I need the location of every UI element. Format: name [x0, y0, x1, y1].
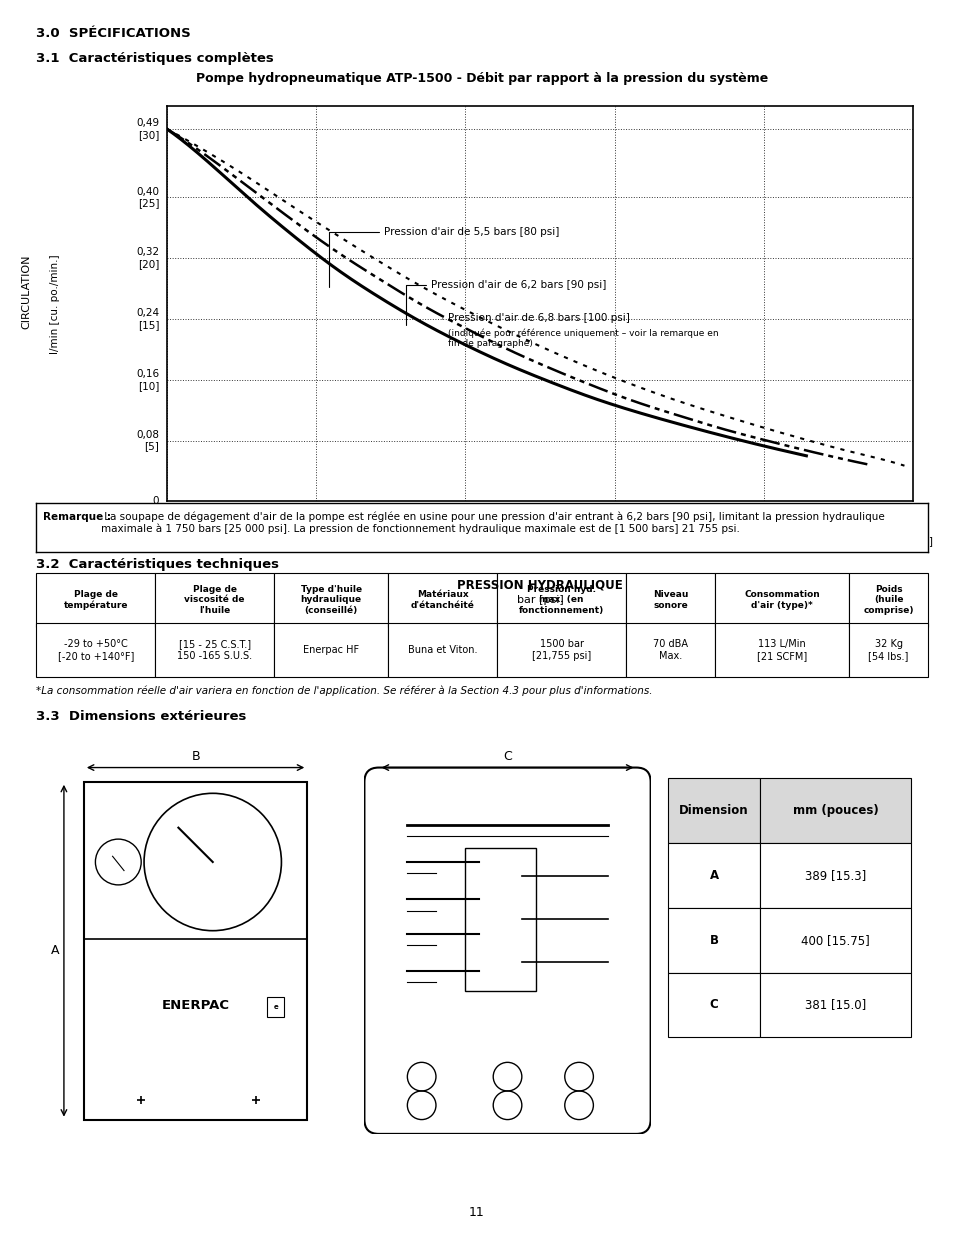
Text: Niveau
sonore: Niveau sonore	[652, 590, 687, 610]
Text: Remarque :: Remarque :	[43, 511, 112, 521]
Text: Plage de
température: Plage de température	[64, 590, 128, 610]
Text: *La consommation réelle d'air variera en fonction de l'application. Se référer à: *La consommation réelle d'air variera en…	[36, 685, 652, 697]
Bar	[667, 908, 760, 973]
Text: bar [psi]: bar [psi]	[516, 595, 563, 605]
Text: 1750: 1750	[899, 522, 925, 532]
Text: Plage de
viscosité de
l'huile: Plage de viscosité de l'huile	[184, 585, 245, 615]
Text: 3.3  Dimensions extérieures: 3.3 Dimensions extérieures	[36, 710, 247, 724]
Text: 389 [15.3]: 389 [15.3]	[804, 868, 865, 882]
Bar	[625, 573, 715, 627]
FancyBboxPatch shape	[364, 768, 650, 1134]
Bar	[760, 973, 910, 1037]
Text: Dimension: Dimension	[679, 804, 748, 818]
Text: l/min [cu. po./min.]: l/min [cu. po./min.]	[51, 254, 60, 353]
Text: [25000]: [25000]	[892, 536, 932, 546]
Text: Pression hyd.
max. (en
fonctionnement): Pression hyd. max. (en fonctionnement)	[518, 585, 603, 615]
Bar	[497, 622, 625, 677]
Text: 0,40
[25]: 0,40 [25]	[136, 186, 159, 209]
Text: PRESSION HYDRAULIQUE: PRESSION HYDRAULIQUE	[456, 579, 622, 592]
Text: 1050: 1050	[600, 522, 627, 532]
Bar	[274, 573, 388, 627]
Text: 3.1  Caractéristiques complètes: 3.1 Caractéristiques complètes	[36, 52, 274, 65]
Text: [15000]: [15000]	[594, 536, 635, 546]
Bar	[625, 622, 715, 677]
Text: 70 dBA
Max.: 70 dBA Max.	[653, 638, 687, 661]
Bar	[388, 573, 497, 627]
Text: Enerpac HF: Enerpac HF	[303, 645, 358, 655]
Text: 350: 350	[306, 522, 326, 532]
Text: Consommation
d'air (type)*: Consommation d'air (type)*	[743, 590, 819, 610]
Text: B: B	[191, 751, 200, 763]
Bar	[667, 973, 760, 1037]
Text: 32 Kg
[54 lbs.]: 32 Kg [54 lbs.]	[867, 638, 908, 661]
Text: Poids
(huile
comprise): Poids (huile comprise)	[862, 585, 913, 615]
Bar	[36, 573, 155, 627]
Text: Pression d'air de 6,2 bars [90 psi]: Pression d'air de 6,2 bars [90 psi]	[405, 280, 606, 325]
Bar	[274, 622, 388, 677]
Text: 1500 bar
[21,755 psi]: 1500 bar [21,755 psi]	[532, 638, 591, 661]
Bar	[760, 844, 910, 908]
Text: 0,32
[20]: 0,32 [20]	[136, 247, 159, 269]
Text: [15 - 25 C.S.T.]
150 -165 S.U.S.: [15 - 25 C.S.T.] 150 -165 S.U.S.	[177, 638, 252, 661]
Text: mm (pouces): mm (pouces)	[792, 804, 878, 818]
Text: La soupape de dégagement d'air de la pompe est réglée en usine pour une pression: La soupape de dégagement d'air de la pom…	[101, 511, 884, 535]
Bar	[760, 908, 910, 973]
Text: A: A	[709, 868, 718, 882]
Text: C: C	[709, 998, 718, 1011]
Text: 700: 700	[456, 522, 475, 532]
Text: CIRCULATION: CIRCULATION	[22, 254, 31, 329]
Text: 0,08
[5]: 0,08 [5]	[136, 430, 159, 452]
Text: Pression d'air de 5,5 bars [80 psi]: Pression d'air de 5,5 bars [80 psi]	[329, 226, 559, 288]
Bar	[497, 573, 625, 627]
Text: ENERPAC: ENERPAC	[161, 999, 230, 1011]
Text: e: e	[274, 1004, 277, 1009]
Text: 3.0  SPÉCIFICATIONS: 3.0 SPÉCIFICATIONS	[36, 27, 191, 41]
Text: A: A	[51, 945, 59, 957]
Bar	[715, 622, 848, 677]
Text: Pompe hydropneumatique ATP-1500 - Débit par rapport à la pression du système: Pompe hydropneumatique ATP-1500 - Débit …	[196, 72, 767, 85]
Bar	[84, 782, 307, 1120]
Bar	[667, 844, 760, 908]
Bar	[36, 622, 155, 677]
Bar	[388, 622, 497, 677]
Text: [5000]: [5000]	[298, 536, 333, 546]
Text: (indiquée pour référence uniquement – voir la remarque en
fin de paragraphe): (indiquée pour référence uniquement – vo…	[448, 329, 719, 348]
Text: 1400: 1400	[750, 522, 776, 532]
Text: 0: 0	[164, 522, 170, 532]
Text: B: B	[709, 934, 718, 947]
Text: Type d'huile
hydraulique
(conseillé): Type d'huile hydraulique (conseillé)	[300, 585, 361, 615]
Text: [10000]: [10000]	[444, 536, 485, 546]
Text: Pression d'air de 6,8 bars [100 psi]: Pression d'air de 6,8 bars [100 psi]	[442, 312, 630, 322]
Bar	[848, 622, 927, 677]
Text: 0,24
[15]: 0,24 [15]	[136, 309, 159, 330]
Text: 381 [15.0]: 381 [15.0]	[804, 998, 865, 1011]
Text: Matériaux
d'étanchéité: Matériaux d'étanchéité	[410, 590, 474, 610]
Text: 3.2  Caractéristiques techniques: 3.2 Caractéristiques techniques	[36, 558, 279, 572]
Bar	[464, 847, 536, 990]
Bar	[155, 573, 274, 627]
Text: 0: 0	[152, 496, 159, 506]
Bar	[848, 573, 927, 627]
Text: [20000]: [20000]	[742, 536, 783, 546]
Text: 113 L/Min
[21 SCFM]: 113 L/Min [21 SCFM]	[756, 638, 806, 661]
Bar	[715, 573, 848, 627]
Text: 0,16
[10]: 0,16 [10]	[136, 369, 159, 390]
Text: Buna et Viton.: Buna et Viton.	[408, 645, 476, 655]
Text: C: C	[502, 751, 512, 763]
Bar	[760, 778, 910, 842]
Text: 0,49
[30]: 0,49 [30]	[136, 119, 159, 140]
Text: 11: 11	[469, 1207, 484, 1219]
Text: 400 [15.75]: 400 [15.75]	[801, 934, 869, 947]
Text: -29 to +50°C
[-20 to +140°F]: -29 to +50°C [-20 to +140°F]	[57, 638, 133, 661]
Bar	[155, 622, 274, 677]
Bar	[667, 778, 760, 842]
Bar	[267, 997, 284, 1016]
